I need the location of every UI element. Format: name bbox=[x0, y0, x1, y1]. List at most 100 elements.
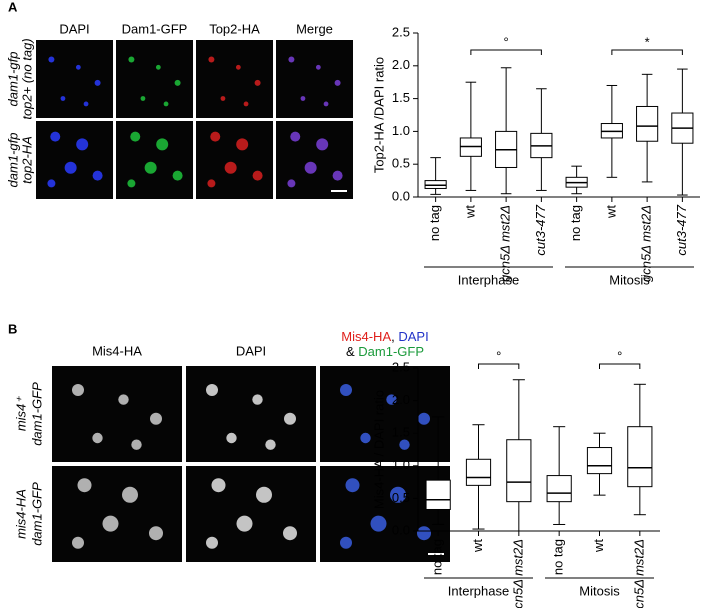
x-tick-label: gcn5Δ mst2Δ bbox=[631, 539, 646, 608]
group-label: Mitosis bbox=[609, 272, 650, 287]
merge-header-part: Mis4-HA bbox=[341, 329, 391, 344]
group-label: Mitosis bbox=[579, 583, 620, 598]
y-axis-label: Top2-HA /DAPI ratio bbox=[371, 57, 386, 173]
micrograph bbox=[116, 40, 193, 118]
cell-signal bbox=[48, 57, 54, 63]
cell-signal bbox=[333, 171, 343, 181]
cell-signal bbox=[93, 171, 103, 181]
cell-signal bbox=[399, 440, 409, 450]
x-tick-label: wt bbox=[462, 205, 477, 219]
micrograph bbox=[196, 40, 273, 118]
cell-signal bbox=[316, 138, 328, 150]
x-tick-label: wt bbox=[591, 539, 606, 553]
row-label: dam1-gfp bbox=[5, 52, 20, 107]
y-tick-label: 1.0 bbox=[392, 457, 410, 472]
y-tick-label: 0.0 bbox=[392, 188, 410, 203]
micrograph bbox=[196, 121, 273, 199]
row-label: dam1-GFP bbox=[29, 382, 44, 446]
micrograph bbox=[186, 366, 316, 462]
cell-signal bbox=[221, 96, 226, 101]
x-tick-label: no tag bbox=[430, 539, 445, 575]
cell-signal bbox=[175, 80, 181, 86]
cell-signal bbox=[360, 433, 370, 443]
panel-label: B bbox=[8, 321, 17, 336]
micrograph bbox=[52, 466, 182, 562]
cell-signal bbox=[210, 132, 220, 142]
column-header: Merge bbox=[296, 21, 333, 36]
y-axis-label: Mis4-HA / DAPI ratio bbox=[371, 390, 386, 509]
merge-header-part: & bbox=[346, 344, 358, 359]
cell-signal bbox=[287, 179, 295, 187]
cell-signal bbox=[149, 526, 163, 540]
cell-signal bbox=[122, 487, 138, 503]
significance-bracket bbox=[612, 50, 683, 55]
cell-signal bbox=[76, 65, 81, 70]
x-tick-label: gcn5Δ mst2Δ bbox=[498, 205, 513, 282]
column-header: Mis4-HA bbox=[92, 343, 142, 358]
cell-signal bbox=[225, 162, 237, 174]
micrograph bbox=[36, 121, 113, 199]
cell-signal bbox=[290, 132, 300, 142]
cell-signal bbox=[78, 478, 92, 492]
y-tick-label: 1.5 bbox=[392, 90, 410, 105]
y-tick-label: 2.5 bbox=[392, 24, 410, 39]
y-tick-label: 2.0 bbox=[392, 392, 410, 407]
cell-signal bbox=[237, 516, 253, 532]
cell-signal bbox=[50, 132, 60, 142]
row-label: top2-HA bbox=[19, 136, 34, 184]
significance-label: * bbox=[645, 34, 650, 49]
column-header: DAPI bbox=[59, 21, 89, 36]
cell-signal bbox=[128, 57, 134, 63]
cell-signal bbox=[371, 516, 387, 532]
box bbox=[466, 459, 490, 485]
cell-signal bbox=[65, 162, 77, 174]
cell-signal bbox=[305, 162, 317, 174]
cell-signal bbox=[244, 102, 249, 107]
significance-bracket bbox=[479, 364, 519, 369]
cell-signal bbox=[255, 80, 261, 86]
cell-signal bbox=[340, 537, 352, 549]
row-label: dam1-GFP bbox=[29, 482, 44, 546]
significance-label: ° bbox=[617, 348, 622, 363]
cell-signal bbox=[346, 478, 360, 492]
cell-signal bbox=[284, 413, 296, 425]
cell-signal bbox=[72, 537, 84, 549]
cell-signal bbox=[417, 526, 431, 540]
box bbox=[507, 440, 531, 502]
cell-signal bbox=[335, 80, 341, 86]
cell-signal bbox=[130, 132, 140, 142]
column-header: DAPI bbox=[236, 343, 266, 358]
cell-signal bbox=[288, 57, 294, 63]
significance-label: ° bbox=[496, 348, 501, 363]
micrograph bbox=[276, 121, 353, 199]
box bbox=[547, 476, 571, 502]
merge-header-part: Dam1-GFP bbox=[358, 344, 424, 359]
cell-signal bbox=[103, 516, 119, 532]
cell-signal bbox=[340, 384, 352, 396]
row-label: top2+ (no tag) bbox=[19, 38, 34, 119]
x-tick-label: no tag bbox=[427, 205, 442, 241]
y-tick-label: 1.0 bbox=[392, 123, 410, 138]
cell-signal bbox=[208, 57, 214, 63]
micrograph bbox=[276, 40, 353, 118]
y-tick-label: 2.0 bbox=[392, 57, 410, 72]
row-label: mis4⁺ bbox=[13, 396, 28, 431]
cell-signal bbox=[252, 394, 262, 404]
cell-signal bbox=[156, 138, 168, 150]
cell-signal bbox=[95, 80, 101, 86]
significance-bracket bbox=[471, 50, 542, 55]
x-tick-label: wt bbox=[603, 205, 618, 219]
merge-header-part: DAPI bbox=[398, 329, 428, 344]
significance-label: ° bbox=[504, 34, 509, 49]
cell-signal bbox=[236, 138, 248, 150]
micrograph bbox=[116, 121, 193, 199]
row-label: dam1-gfp bbox=[5, 133, 20, 188]
cell-signal bbox=[206, 537, 218, 549]
y-tick-label: 0.5 bbox=[392, 490, 410, 505]
cell-signal bbox=[150, 413, 162, 425]
cell-signal bbox=[118, 394, 128, 404]
box bbox=[637, 106, 658, 141]
cell-signal bbox=[141, 96, 146, 101]
x-tick-label: cut3-477 bbox=[674, 204, 689, 255]
cell-signal bbox=[324, 102, 329, 107]
